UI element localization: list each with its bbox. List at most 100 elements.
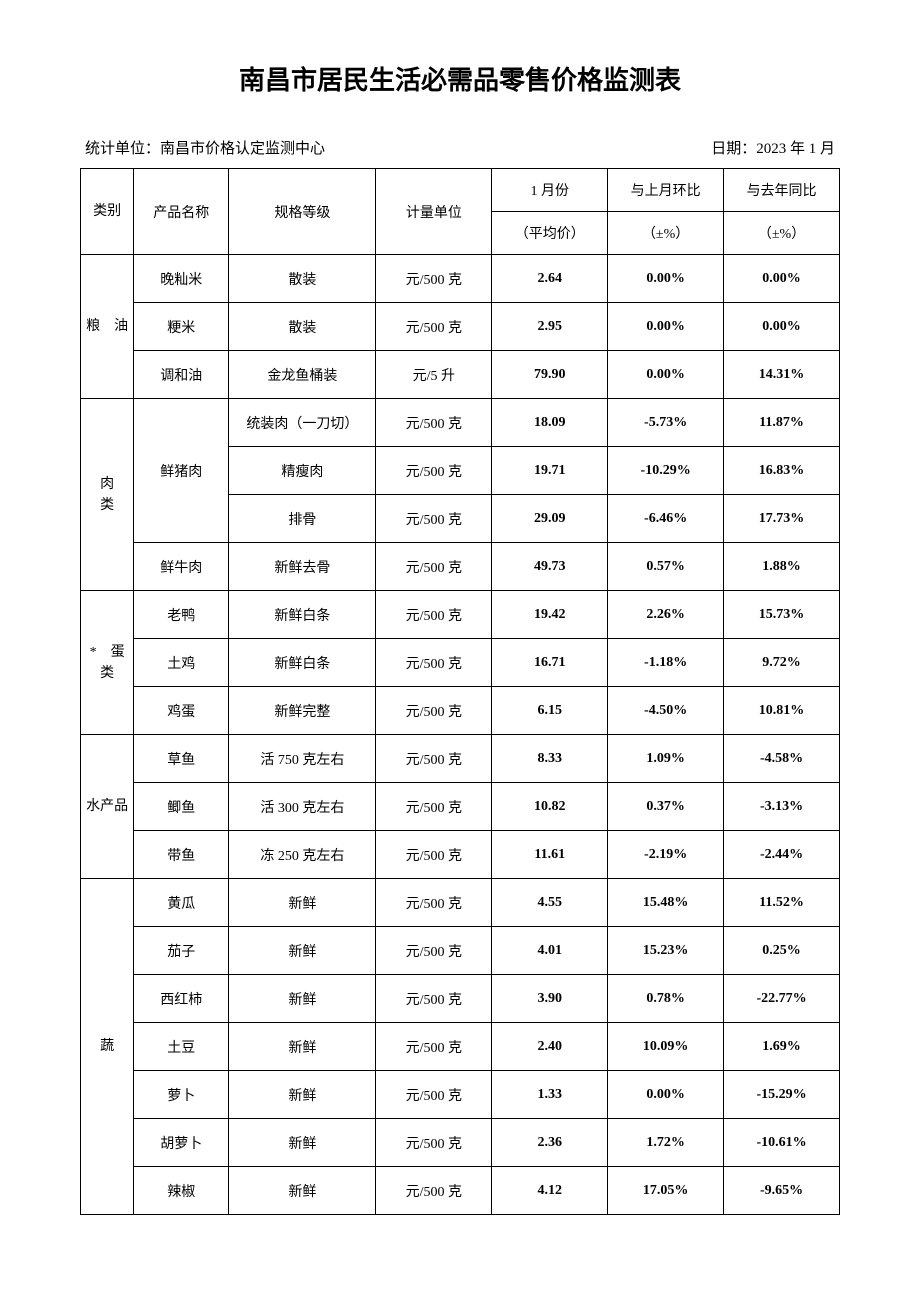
table-row: 土豆新鲜元/500 克2.4010.09%1.69% <box>81 1023 840 1071</box>
spec-cell: 新鲜去骨 <box>229 543 376 591</box>
mom-cell: 15.48% <box>608 879 724 927</box>
product-cell: 鲜牛肉 <box>134 543 229 591</box>
unit-cell: 元/500 克 <box>376 399 492 447</box>
product-cell: 萝卜 <box>134 1071 229 1119</box>
table-row: 调和油金龙鱼桶装元/5 升79.900.00%14.31% <box>81 351 840 399</box>
product-cell: 带鱼 <box>134 831 229 879</box>
unit-cell: 元/500 克 <box>376 1023 492 1071</box>
unit-cell: 元/500 克 <box>376 495 492 543</box>
product-cell: 辣椒 <box>134 1167 229 1215</box>
spec-cell: 散装 <box>229 255 376 303</box>
spec-cell: 新鲜 <box>229 927 376 975</box>
unit-cell: 元/500 克 <box>376 543 492 591</box>
mom-cell: -4.50% <box>608 687 724 735</box>
unit-cell: 元/500 克 <box>376 927 492 975</box>
yoy-cell: 1.69% <box>724 1023 840 1071</box>
unit-cell: 元/500 克 <box>376 591 492 639</box>
unit-cell: 元/500 克 <box>376 783 492 831</box>
product-cell: 西红柿 <box>134 975 229 1023</box>
table-row: 鲜牛肉新鲜去骨元/500 克49.730.57%1.88% <box>81 543 840 591</box>
table-body: 粮 油晚籼米散装元/500 克2.640.00%0.00%粳米散装元/500 克… <box>81 255 840 1215</box>
unit-cell: 元/500 克 <box>376 447 492 495</box>
category-cell: 粮 油 <box>81 255 134 399</box>
yoy-cell: 16.83% <box>724 447 840 495</box>
mom-cell: 0.37% <box>608 783 724 831</box>
mom-cell: 15.23% <box>608 927 724 975</box>
product-cell: 晚籼米 <box>134 255 229 303</box>
avg-cell: 2.64 <box>492 255 608 303</box>
yoy-cell: 0.25% <box>724 927 840 975</box>
agency-value: 南昌市价格认定监测中心 <box>160 141 325 157</box>
table-row: 肉 类鲜猪肉统装肉（一刀切）元/500 克18.09-5.73%11.87% <box>81 399 840 447</box>
avg-cell: 2.36 <box>492 1119 608 1167</box>
yoy-cell: 11.87% <box>724 399 840 447</box>
avg-cell: 2.95 <box>492 303 608 351</box>
yoy-cell: 10.81% <box>724 687 840 735</box>
th-unit: 计量单位 <box>376 169 492 255</box>
spec-cell: 活 300 克左右 <box>229 783 376 831</box>
unit-cell: 元/500 克 <box>376 303 492 351</box>
mom-cell: 0.00% <box>608 255 724 303</box>
product-cell: 土鸡 <box>134 639 229 687</box>
mom-cell: -2.19% <box>608 831 724 879</box>
table-row: 带鱼冻 250 克左右元/500 克11.61-2.19%-2.44% <box>81 831 840 879</box>
table-row: 鸡蛋新鲜完整元/500 克6.15-4.50%10.81% <box>81 687 840 735</box>
unit-cell: 元/500 克 <box>376 687 492 735</box>
yoy-cell: -4.58% <box>724 735 840 783</box>
product-cell: 胡萝卜 <box>134 1119 229 1167</box>
avg-cell: 4.01 <box>492 927 608 975</box>
yoy-cell: -3.13% <box>724 783 840 831</box>
unit-cell: 元/500 克 <box>376 975 492 1023</box>
unit-cell: 元/500 克 <box>376 639 492 687</box>
th-yoy-top: 与去年同比 <box>724 169 840 212</box>
avg-cell: 18.09 <box>492 399 608 447</box>
avg-cell: 4.12 <box>492 1167 608 1215</box>
avg-cell: 3.90 <box>492 975 608 1023</box>
spec-cell: 新鲜 <box>229 879 376 927</box>
yoy-cell: -2.44% <box>724 831 840 879</box>
avg-cell: 10.82 <box>492 783 608 831</box>
avg-cell: 4.55 <box>492 879 608 927</box>
mom-cell: 1.09% <box>608 735 724 783</box>
product-cell: 茄子 <box>134 927 229 975</box>
category-cell: 水产品 <box>81 735 134 879</box>
avg-cell: 11.61 <box>492 831 608 879</box>
avg-cell: 2.40 <box>492 1023 608 1071</box>
meta-row: 统计单位：南昌市价格认定监测中心 日期：2023 年 1 月 <box>80 137 840 158</box>
product-cell: 老鸭 <box>134 591 229 639</box>
date-label: 日期： <box>711 141 756 157</box>
th-yoy-sub: （±%） <box>724 212 840 255</box>
yoy-cell: 15.73% <box>724 591 840 639</box>
spec-cell: 散装 <box>229 303 376 351</box>
table-row: 粮 油晚籼米散装元/500 克2.640.00%0.00% <box>81 255 840 303</box>
spec-cell: 新鲜白条 <box>229 591 376 639</box>
product-cell: 鲫鱼 <box>134 783 229 831</box>
unit-cell: 元/500 克 <box>376 735 492 783</box>
table-row: 西红柿新鲜元/500 克3.900.78%-22.77% <box>81 975 840 1023</box>
table-row: 胡萝卜新鲜元/500 克2.361.72%-10.61% <box>81 1119 840 1167</box>
spec-cell: 新鲜 <box>229 1023 376 1071</box>
yoy-cell: 17.73% <box>724 495 840 543</box>
mom-cell: 1.72% <box>608 1119 724 1167</box>
yoy-cell: 9.72% <box>724 639 840 687</box>
yoy-cell: 0.00% <box>724 303 840 351</box>
yoy-cell: 14.31% <box>724 351 840 399</box>
table-row: * 蛋类老鸭新鲜白条元/500 克19.422.26%15.73% <box>81 591 840 639</box>
spec-cell: 统装肉（一刀切） <box>229 399 376 447</box>
spec-cell: 新鲜白条 <box>229 639 376 687</box>
th-mom-top: 与上月环比 <box>608 169 724 212</box>
date-text: 日期：2023 年 1 月 <box>711 137 835 158</box>
th-product: 产品名称 <box>134 169 229 255</box>
avg-cell: 29.09 <box>492 495 608 543</box>
th-mom-sub: （±%） <box>608 212 724 255</box>
avg-cell: 6.15 <box>492 687 608 735</box>
mom-cell: -5.73% <box>608 399 724 447</box>
spec-cell: 金龙鱼桶装 <box>229 351 376 399</box>
product-cell: 鸡蛋 <box>134 687 229 735</box>
product-cell: 黄瓜 <box>134 879 229 927</box>
product-cell: 土豆 <box>134 1023 229 1071</box>
table-row: 茄子新鲜元/500 克4.0115.23%0.25% <box>81 927 840 975</box>
mom-cell: -10.29% <box>608 447 724 495</box>
yoy-cell: 0.00% <box>724 255 840 303</box>
mom-cell: 0.57% <box>608 543 724 591</box>
